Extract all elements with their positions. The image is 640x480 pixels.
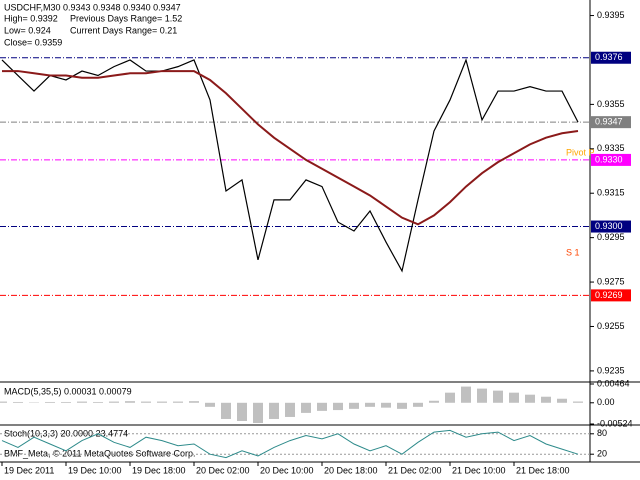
chart-title: USDCHF,M30 0.9343 0.9348 0.9340 0.9347 <box>4 2 181 12</box>
bar <box>189 401 199 403</box>
level-box <box>591 116 631 129</box>
x-tick-label: 19 Dec 18:00 <box>132 465 186 475</box>
panel-title: MACD(5,35,5) 0.00031 0.00079 <box>4 386 132 396</box>
level-label: 0.9347 <box>595 117 623 127</box>
bar <box>13 401 23 403</box>
bar <box>317 402 327 411</box>
bar <box>269 402 279 419</box>
bar <box>173 401 183 403</box>
y-tick-label: 0.9255 <box>597 321 625 331</box>
bar <box>285 402 295 417</box>
x-tick-label: 19 Dec 2011 <box>4 465 54 475</box>
x-tick-label: 20 Dec 18:00 <box>324 465 378 475</box>
level-label: 0.9376 <box>595 52 623 62</box>
x-tick-label: 20 Dec 10:00 <box>260 465 314 475</box>
level-box <box>591 51 631 64</box>
bar <box>301 402 311 413</box>
level-box <box>591 153 631 166</box>
info: Close= 0.9359 <box>4 37 62 47</box>
bar <box>221 402 231 419</box>
line <box>1 58 579 273</box>
bar <box>413 402 423 407</box>
y-tick-label: 0.9355 <box>597 99 625 109</box>
y-tick-label: 0.9275 <box>597 276 625 286</box>
line <box>2 70 579 226</box>
bar <box>573 401 583 403</box>
level-box <box>591 289 631 302</box>
y-tick-label: 0.9235 <box>597 365 625 375</box>
level-label: 0.9269 <box>595 290 623 300</box>
x-tick-label: 21 Dec 10:00 <box>452 465 506 475</box>
bar <box>349 402 359 409</box>
y-tick-label: 0.9335 <box>597 143 625 153</box>
bar <box>93 401 103 403</box>
bar <box>493 390 503 403</box>
y-tick-label: 80 <box>597 428 607 438</box>
x-tick-label: 19 Dec 10:00 <box>68 465 122 475</box>
level-label: 0.9330 <box>595 154 623 164</box>
bar <box>205 402 215 407</box>
bar <box>45 401 55 403</box>
bar <box>77 401 87 403</box>
y-tick-label: 0.00464 <box>597 378 630 388</box>
y-tick-label: 0.9315 <box>597 188 625 198</box>
info: Previous Days Range= 1.52 <box>70 13 182 23</box>
bar <box>125 401 135 403</box>
line <box>1 429 579 459</box>
bar <box>253 402 263 424</box>
bar <box>509 392 519 403</box>
x-tick-label: 21 Dec 18:00 <box>516 465 570 475</box>
bar <box>557 398 567 403</box>
y-tick-label: 0.00 <box>597 397 615 407</box>
bar <box>109 401 119 403</box>
bar <box>461 386 471 403</box>
level-box <box>591 220 631 233</box>
info: Current Days Range= 0.21 <box>70 25 177 35</box>
bar <box>365 402 375 407</box>
bar <box>333 402 343 411</box>
bar <box>381 402 391 408</box>
bar <box>237 402 247 422</box>
info: High= 0.9392 <box>4 13 58 23</box>
footer: BMF_Meta, © 2011 MetaQuotes Software Cor… <box>4 448 196 458</box>
annotation: Pivot P <box>566 147 595 157</box>
y-tick-label: 0.9295 <box>597 232 625 242</box>
x-tick-label: 20 Dec 02:00 <box>196 465 250 475</box>
annotation: S 1 <box>566 247 580 257</box>
bar <box>525 394 535 403</box>
bar <box>157 401 167 403</box>
y-tick-label: 20 <box>597 449 607 459</box>
bar <box>429 400 439 403</box>
info: Low= 0.924 <box>4 25 51 35</box>
bar <box>541 396 551 403</box>
panel-title: Stoch(10,3,3) 20.0000 23.4774 <box>4 428 128 438</box>
bar <box>477 388 487 403</box>
bar <box>61 401 71 403</box>
level-label: 0.9300 <box>595 221 623 231</box>
bar <box>141 401 151 403</box>
bar <box>397 402 407 409</box>
x-tick-label: 21 Dec 02:00 <box>388 465 442 475</box>
bar <box>0 401 7 403</box>
y-tick-label: -0.00524 <box>597 418 633 428</box>
y-tick-label: 0.9395 <box>597 10 625 20</box>
bar <box>445 392 455 403</box>
